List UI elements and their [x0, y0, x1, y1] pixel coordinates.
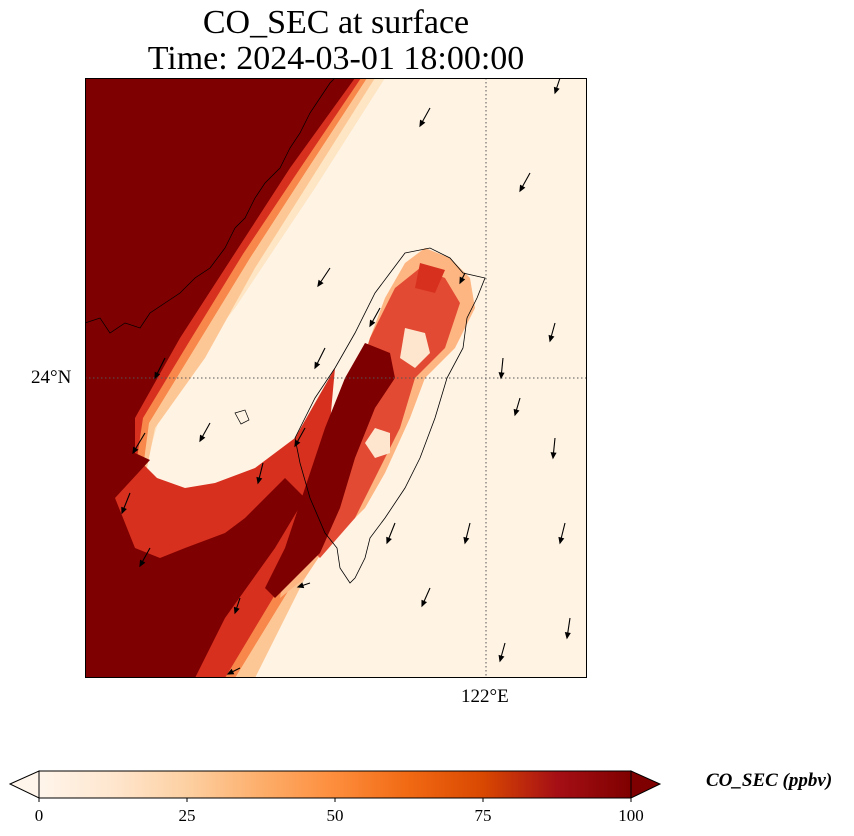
wind-arrowhead — [294, 439, 301, 448]
title-time: Time: 2024-03-01 18:00:00 — [147, 40, 525, 77]
colorbar-tick-50: 50 — [326, 806, 344, 825]
plume-core-west — [85, 78, 355, 678]
wind-arrowhead — [513, 408, 520, 417]
wind-arrowhead — [121, 506, 127, 515]
wind-arrowhead — [139, 559, 146, 568]
wind-arrowhead — [199, 434, 206, 443]
penghu-island — [234, 409, 250, 425]
lon-tick-label: 122°E — [461, 686, 509, 707]
colorbar-tick-75: 75 — [474, 806, 492, 825]
wind-arrowhead — [256, 476, 263, 485]
wind-arrowhead — [553, 86, 560, 95]
wind-arrowhead — [558, 536, 565, 545]
wind-arrowhead — [386, 536, 392, 545]
wind-arrowhead — [226, 668, 235, 675]
wind-arrowhead — [548, 334, 555, 343]
wind-arrowhead — [519, 184, 526, 193]
island-plume-core — [265, 343, 395, 598]
wind-arrowhead — [498, 654, 505, 663]
map-frame — [85, 78, 587, 678]
wind-arrowhead — [419, 119, 426, 128]
wind-arrowhead — [564, 632, 571, 640]
wind-arrowhead — [314, 361, 321, 370]
wind-arrowhead — [296, 582, 305, 589]
colorbar-extend-low — [8, 770, 40, 799]
wind-arrowhead — [233, 606, 240, 615]
wind-arrowhead — [154, 371, 161, 380]
title-variable: CO_SEC at surface — [202, 4, 470, 41]
china-coastline — [85, 78, 336, 334]
wind-arrowhead — [317, 279, 324, 288]
wind-arrowhead — [550, 452, 557, 460]
wind-arrowhead — [132, 446, 139, 455]
colorbar-tick-0: 0 — [34, 806, 44, 825]
colorbar-extend-high — [630, 770, 662, 799]
wind-arrowhead — [421, 599, 428, 608]
colorbar — [8, 770, 662, 802]
island-hotspot-south — [365, 428, 390, 458]
lat-tick-label: 24°N — [31, 367, 72, 388]
island-hotspot-east — [400, 328, 430, 368]
island-north-red — [415, 263, 445, 293]
taiwan-coastline — [294, 247, 486, 584]
wind-arrowhead — [498, 372, 505, 380]
map-plot — [85, 78, 587, 678]
colorbar-gradient — [38, 770, 632, 799]
wind-arrowhead — [463, 536, 470, 545]
wind-arrowhead — [369, 319, 376, 328]
wind-arrowhead — [459, 276, 466, 285]
colorbar-tick-100: 100 — [618, 806, 644, 825]
colorbar-tick-25: 25 — [178, 806, 196, 825]
wind-vectors — [121, 78, 571, 675]
colorbar-label: CO_SEC (ppbv) — [706, 770, 833, 791]
